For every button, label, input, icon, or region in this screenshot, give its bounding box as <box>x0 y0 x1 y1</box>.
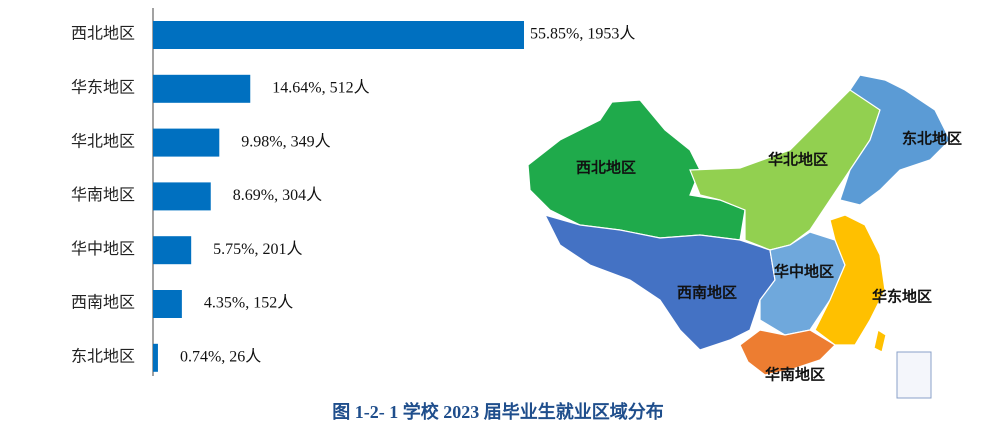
map-label: 华南地区 <box>765 366 825 384</box>
y-tick-label: 华南地区 <box>71 186 135 204</box>
map-region-southwest <box>543 214 776 351</box>
y-tick-label: 华北地区 <box>71 132 135 150</box>
map-region-taiwan <box>873 329 887 353</box>
map-region-northeast <box>839 74 951 206</box>
map-label: 华东地区 <box>872 288 932 306</box>
map-label: 东北地区 <box>902 130 962 148</box>
bar <box>153 21 524 49</box>
map-region-central <box>759 231 846 336</box>
data-label: 4.35%, 152人 <box>204 294 293 312</box>
map-label: 华中地区 <box>774 263 834 281</box>
map-inset <box>896 351 932 399</box>
data-label: 9.98%, 349人 <box>241 132 330 150</box>
y-tick-label: 华中地区 <box>71 240 135 258</box>
bar <box>153 236 192 265</box>
map-region-south <box>739 329 836 376</box>
bar <box>153 343 158 372</box>
map-region-east <box>814 214 886 346</box>
bar <box>153 74 251 103</box>
map-label: 华北地区 <box>768 151 828 169</box>
map: 西北地区 华北地区 东北地区 华中地区 西南地区 华东地区 华南地区 <box>527 74 962 399</box>
data-label: 0.74%, 26人 <box>180 347 261 365</box>
data-label: 14.64%, 512人 <box>272 78 369 96</box>
bar <box>153 290 182 318</box>
data-label: 5.75%, 201人 <box>213 240 302 258</box>
data-label: 8.69%, 304人 <box>233 186 322 204</box>
y-tick-label: 西北地区 <box>71 25 135 43</box>
bar <box>153 182 211 211</box>
chart-title: 图 1-2- 1 学校 2023 届毕业生就业区域分布 <box>332 401 664 422</box>
y-tick-label: 西南地区 <box>71 294 135 312</box>
map-region-north <box>689 79 881 251</box>
y-tick-label: 华东地区 <box>71 78 135 96</box>
y-tick-label: 东北地区 <box>71 347 135 365</box>
map-label: 西北地区 <box>576 159 636 177</box>
map-label: 西南地区 <box>677 284 737 302</box>
bar <box>153 128 220 157</box>
data-label: 55.85%, 1953人 <box>530 25 635 43</box>
